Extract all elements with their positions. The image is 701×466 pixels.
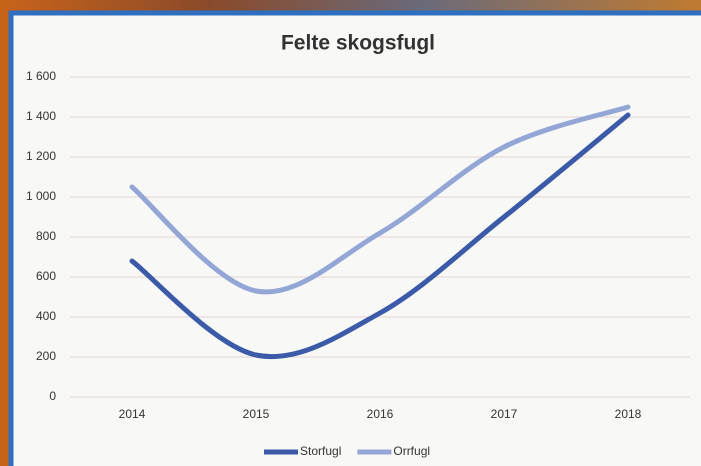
series-line [129, 104, 631, 295]
legend-label: Orrfugl [393, 444, 430, 458]
y-tick-label: 200 [36, 349, 56, 363]
x-tick-label: 2017 [491, 407, 518, 421]
x-tick-label: 2015 [243, 407, 270, 421]
y-tick-label: 400 [36, 309, 56, 323]
y-tick-label: 1 000 [26, 189, 56, 203]
y-tick-label: 800 [36, 229, 56, 243]
chart-title: Felte skogsfugl [281, 32, 435, 55]
x-tick-label: 2016 [367, 407, 394, 421]
legend-label: Storfugl [300, 444, 341, 458]
x-tick-label: 2018 [615, 407, 642, 421]
y-tick-label: 600 [36, 269, 56, 283]
y-tick-label: 1 400 [26, 109, 56, 123]
series-line [129, 112, 631, 359]
x-tick-label: 2014 [119, 407, 146, 421]
y-tick-label: 0 [49, 389, 56, 403]
y-tick-label: 1 600 [26, 69, 56, 83]
chart-panel [8, 10, 701, 466]
y-tick-label: 1 200 [26, 149, 56, 163]
